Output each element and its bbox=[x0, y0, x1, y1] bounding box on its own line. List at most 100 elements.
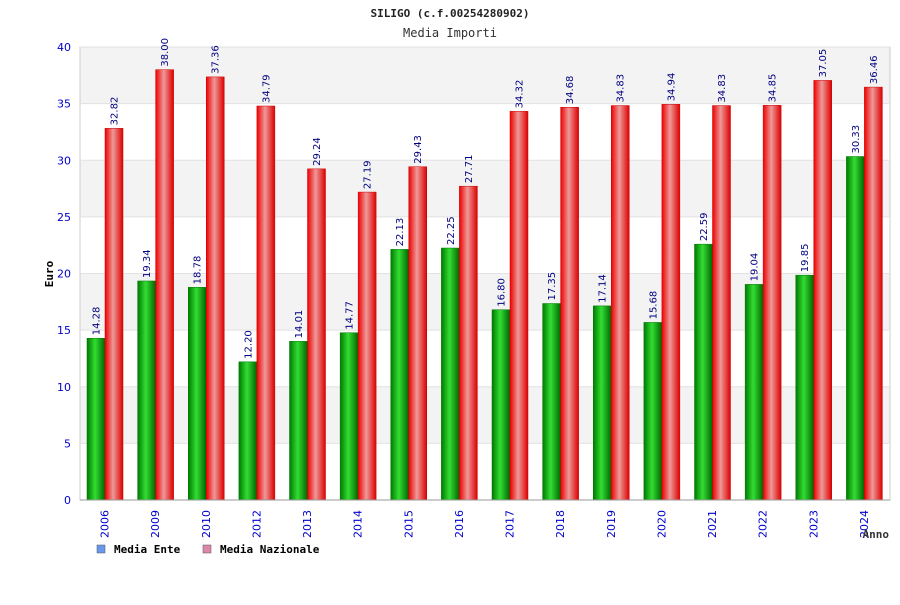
x-tick-label: 2018 bbox=[554, 510, 567, 538]
bar-media-nazionale-2010 bbox=[206, 76, 225, 501]
x-tick-label: 2012 bbox=[250, 510, 263, 538]
data-label-media-nazionale: 34.85 bbox=[768, 74, 779, 103]
x-tick-label: 2010 bbox=[200, 510, 213, 538]
bars: 14.28 32.82 19.34 38.00 18.78 37.36 12.20 34.79… bbox=[86, 38, 883, 501]
bar-media-nazionale-2009 bbox=[155, 69, 174, 501]
bar-media-nazionale-2006 bbox=[104, 128, 124, 501]
x-tick-label: 2024 bbox=[858, 510, 871, 538]
data-label-media-ente: 18.78 bbox=[193, 256, 204, 285]
bar-media-ente-2009 bbox=[137, 280, 156, 501]
bar-media-nazionale-2021 bbox=[712, 105, 731, 501]
data-label-media-ente: 17.14 bbox=[598, 274, 609, 303]
y-tick-label: 30 bbox=[57, 154, 71, 167]
x-axis-ticks: 2006 2009 2010 2012 2013 2014 2015 2016 2017 2018… bbox=[99, 510, 871, 538]
x-tick-label: 2019 bbox=[605, 510, 618, 538]
data-label-media-nazionale: 34.68 bbox=[565, 76, 576, 105]
x-tick-label: 2006 bbox=[99, 510, 112, 538]
bar-media-ente-2015 bbox=[390, 249, 409, 501]
data-label-media-ente: 19.04 bbox=[750, 253, 761, 282]
chart-subtitle: Media Importi bbox=[403, 26, 497, 40]
data-label-media-nazionale: 29.43 bbox=[413, 135, 424, 164]
bar-media-nazionale-2019 bbox=[611, 105, 630, 501]
data-label-media-ente: 15.68 bbox=[648, 291, 659, 320]
y-tick-label: 15 bbox=[57, 324, 71, 337]
x-tick-label: 2020 bbox=[655, 510, 668, 538]
data-label-media-nazionale: 34.83 bbox=[717, 74, 728, 103]
y-tick-label: 35 bbox=[57, 98, 71, 111]
bar-media-ente-2014 bbox=[339, 332, 359, 501]
bar-media-ente-2006 bbox=[86, 338, 106, 501]
data-label-media-ente: 14.77 bbox=[345, 301, 356, 330]
legend: Media Ente Media Nazionale bbox=[96, 543, 320, 556]
bar-media-nazionale-2016 bbox=[459, 185, 478, 501]
data-label-media-nazionale: 27.71 bbox=[464, 155, 475, 184]
bar-media-ente-2020 bbox=[643, 322, 663, 501]
legend-swatch-media-nazionale bbox=[202, 544, 212, 554]
bar-media-nazionale-2024 bbox=[864, 86, 883, 501]
data-label-media-nazionale: 34.32 bbox=[515, 80, 526, 109]
bar-media-nazionale-2022 bbox=[762, 105, 782, 501]
data-label-media-nazionale: 27.19 bbox=[363, 160, 374, 189]
data-label-media-nazionale: 37.05 bbox=[818, 49, 829, 78]
data-label-media-ente: 14.28 bbox=[92, 307, 103, 336]
y-axis-label: Euro bbox=[43, 260, 56, 287]
data-label-media-nazionale: 36.46 bbox=[869, 55, 880, 84]
bar-media-ente-2023 bbox=[795, 274, 814, 501]
bar-media-ente-2021 bbox=[694, 243, 713, 501]
legend-swatch-media-ente bbox=[96, 544, 106, 554]
data-label-media-ente: 17.35 bbox=[547, 272, 558, 301]
x-tick-label: 2023 bbox=[807, 510, 820, 538]
data-label-media-nazionale: 38.00 bbox=[160, 38, 171, 67]
bar-media-nazionale-2014 bbox=[357, 191, 377, 501]
x-tick-label: 2021 bbox=[706, 510, 719, 538]
x-tick-label: 2013 bbox=[301, 510, 314, 538]
bar-media-ente-2013 bbox=[289, 341, 308, 501]
data-label-media-ente: 19.34 bbox=[142, 249, 153, 278]
bar-media-ente-2019 bbox=[593, 305, 612, 501]
data-label-media-nazionale: 34.83 bbox=[616, 74, 627, 103]
data-label-media-ente: 19.85 bbox=[800, 244, 811, 273]
data-label-media-ente: 12.20 bbox=[243, 330, 254, 359]
y-tick-label: 40 bbox=[57, 41, 71, 54]
x-tick-label: 2014 bbox=[352, 510, 365, 538]
x-tick-label: 2009 bbox=[149, 510, 162, 538]
bar-media-ente-2010 bbox=[188, 287, 207, 501]
bar-media-ente-2012 bbox=[238, 361, 258, 501]
bar-media-ente-2016 bbox=[441, 247, 460, 501]
y-tick-label: 25 bbox=[57, 211, 71, 224]
data-label-media-ente: 16.80 bbox=[497, 278, 508, 307]
x-tick-label: 2015 bbox=[402, 510, 415, 538]
y-axis-ticks: 0 5 10 15 20 25 30 35 40 bbox=[57, 41, 71, 507]
x-axis-label: Anno bbox=[863, 528, 890, 541]
data-label-media-nazionale: 32.82 bbox=[110, 97, 121, 126]
bar-media-ente-2018 bbox=[542, 303, 561, 501]
bar-media-nazionale-2013 bbox=[307, 168, 326, 501]
y-tick-label: 5 bbox=[64, 437, 71, 450]
data-label-media-ente: 22.25 bbox=[446, 216, 457, 245]
bar-media-nazionale-2020 bbox=[661, 104, 681, 501]
legend-label-media-ente: Media Ente bbox=[114, 543, 181, 556]
y-tick-label: 20 bbox=[57, 268, 71, 281]
bar-media-ente-2022 bbox=[744, 284, 764, 501]
chart-title: SILIGO (c.f.00254280902) bbox=[371, 7, 530, 20]
data-label-media-ente: 30.33 bbox=[851, 125, 862, 154]
bar-media-nazionale-2018 bbox=[560, 106, 579, 501]
bar-media-nazionale-2023 bbox=[813, 80, 832, 501]
bar-media-ente-2024 bbox=[846, 156, 865, 501]
data-label-media-ente: 22.59 bbox=[699, 213, 710, 242]
data-label-media-nazionale: 34.79 bbox=[261, 74, 272, 103]
y-tick-label: 10 bbox=[57, 381, 71, 394]
bar-media-nazionale-2012 bbox=[256, 105, 276, 501]
x-tick-label: 2017 bbox=[504, 510, 517, 538]
data-label-media-ente: 14.01 bbox=[294, 310, 305, 339]
bar-media-nazionale-2017 bbox=[509, 111, 529, 501]
data-label-media-nazionale: 37.36 bbox=[211, 45, 222, 74]
bar-media-ente-2017 bbox=[491, 309, 511, 501]
y-tick-label: 0 bbox=[64, 494, 71, 507]
x-tick-label: 2022 bbox=[757, 510, 770, 538]
legend-label-media-nazionale: Media Nazionale bbox=[220, 543, 320, 556]
bar-media-nazionale-2015 bbox=[408, 166, 427, 501]
data-label-media-ente: 22.13 bbox=[395, 218, 406, 247]
